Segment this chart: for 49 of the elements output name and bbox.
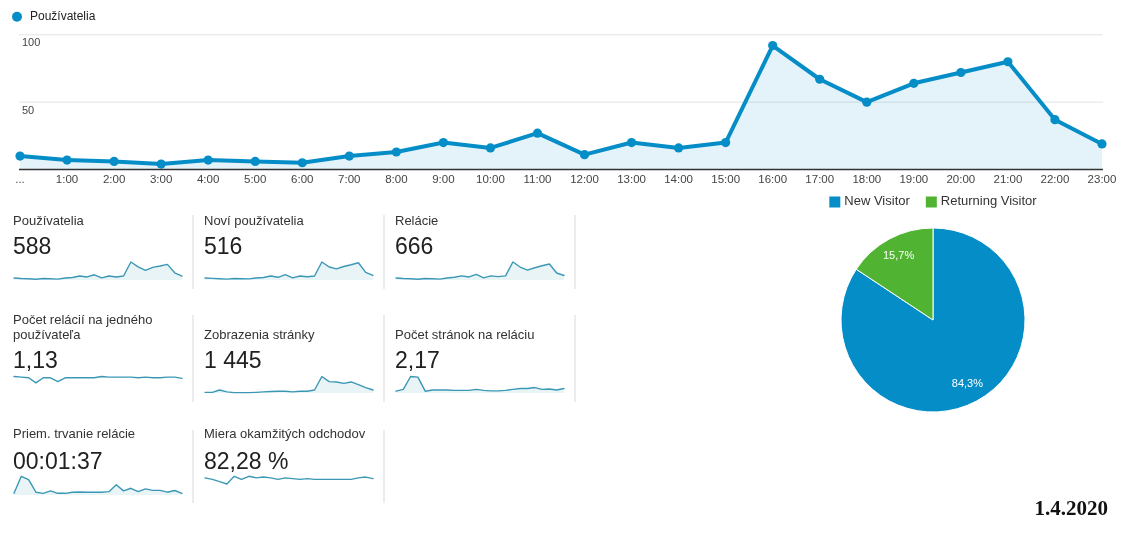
y-tick-label: 50 (22, 103, 35, 116)
x-tick-label: 17:00 (805, 173, 835, 186)
data-label: 84,3% (951, 376, 984, 389)
x-tick-label: 7:00 (338, 173, 361, 186)
x-tick-label: 11:00 (523, 173, 552, 186)
x-tick-label: 5:00 (244, 173, 267, 186)
chart-subtitle: 2,17 (395, 347, 440, 374)
x-tick-label: 3:00 (149, 173, 173, 186)
chart-title: Počet stránok na reláciu (395, 327, 535, 343)
legend-label: New Visitor (844, 193, 911, 209)
chart-subtitle: 1,13 (13, 347, 58, 374)
x-tick-label: 23:00 (1087, 173, 1117, 186)
chart-subtitle: 666 (395, 233, 434, 260)
chart-subtitle: 516 (204, 233, 243, 260)
data-label: 15,7% (882, 248, 915, 261)
x-tick-label: 8:00 (385, 173, 408, 186)
legend-label: Returning Visitor (940, 193, 1038, 209)
chart-title: Priem. trvanie relácie (13, 426, 136, 442)
x-tick-label: 2:00 (102, 173, 126, 186)
x-tick-label: 4:00 (196, 173, 220, 186)
y-tick-label: 100 (22, 36, 41, 49)
chart-title: Relácie (395, 213, 439, 229)
x-tick-label: 14:00 (664, 173, 693, 186)
chart-subtitle: 00:01:37 (13, 448, 103, 475)
chart-title: Miera okamžitých odchodov (204, 426, 366, 442)
chart-title: Zobrazenia stránky (204, 327, 316, 343)
x-tick-label: ... (15, 173, 25, 186)
x-tick-label: 18:00 (852, 173, 882, 186)
x-tick-label: 10:00 (476, 173, 505, 186)
x-tick-label: 19:00 (899, 173, 929, 186)
chart-subtitle: 1 445 (204, 347, 262, 374)
x-tick-label: 13:00 (617, 173, 646, 186)
x-tick-label: 15:00 (711, 173, 741, 186)
chart-subtitle: 588 (13, 233, 52, 260)
chart-subtitle: 82,28 % (204, 448, 289, 475)
chart-title: Počet relácií na jedného používateľa (13, 312, 153, 343)
x-tick-label: 16:00 (758, 173, 788, 186)
x-tick-label: 22:00 (1040, 173, 1070, 186)
x-tick-label: 21:00 (993, 173, 1023, 186)
x-tick-label: 6:00 (291, 173, 314, 186)
x-tick-label: 1:00 (55, 173, 79, 186)
x-tick-label: 9:00 (432, 173, 455, 186)
legend-label: Používatelia (30, 8, 96, 23)
chart-title: Noví používatelia (204, 213, 305, 229)
text: 1.4.2020 (1034, 495, 1108, 520)
chart-title: Používatelia (13, 213, 85, 229)
x-tick-label: 20:00 (946, 173, 976, 186)
x-tick-label: 12:00 (570, 173, 599, 186)
pie-slice (840, 227, 1026, 413)
